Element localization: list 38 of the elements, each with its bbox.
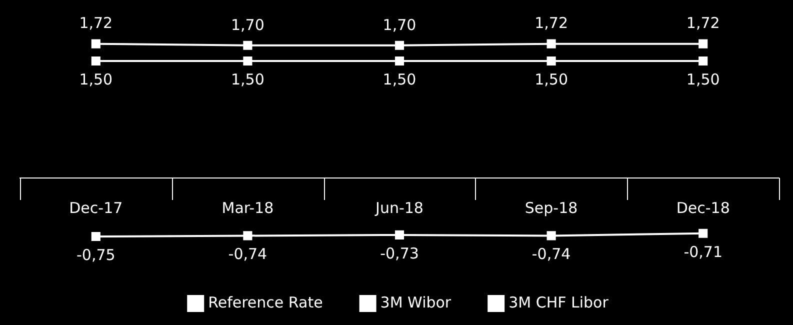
legend-label: Reference Rate (208, 293, 323, 312)
legend-label: 3M CHF Libor (508, 293, 610, 312)
point (91, 56, 100, 66)
data-label: 1,72 (686, 14, 720, 32)
point (394, 56, 404, 66)
data-label: -0,74 (532, 245, 571, 264)
x-tick-label: Jun-18 (374, 198, 424, 217)
point (546, 56, 556, 66)
data-label: 1,72 (79, 14, 113, 32)
data-label: 1,50 (382, 70, 416, 88)
data-label: -0,75 (76, 246, 116, 264)
point (698, 56, 708, 66)
data-label: 1,70 (230, 16, 264, 34)
data-label: -0,71 (684, 242, 723, 261)
point (546, 231, 556, 240)
data-label: 1,50 (79, 70, 113, 88)
x-tick-label: Dec-18 (676, 198, 730, 217)
point (91, 232, 100, 242)
point (243, 56, 252, 66)
x-tick-label: Dec-17 (69, 198, 123, 217)
data-label: 1,50 (230, 70, 264, 88)
point (698, 39, 708, 48)
point (546, 39, 556, 48)
data-label: 1,50 (686, 70, 720, 88)
point (243, 40, 252, 50)
data-label: 1,72 (534, 14, 568, 32)
data-label: 1,70 (382, 16, 416, 34)
legend-label: 3M Wibor (380, 293, 452, 312)
point (698, 228, 708, 238)
data-label: 1,50 (534, 70, 568, 88)
x-tick-label: Mar-18 (222, 198, 274, 217)
x-tick-label: Sep-18 (524, 198, 578, 217)
point (394, 40, 404, 50)
data-label: -0,73 (380, 244, 419, 262)
data-label: -0,74 (228, 245, 268, 264)
point (394, 230, 404, 240)
point (243, 231, 252, 240)
point (91, 39, 100, 48)
